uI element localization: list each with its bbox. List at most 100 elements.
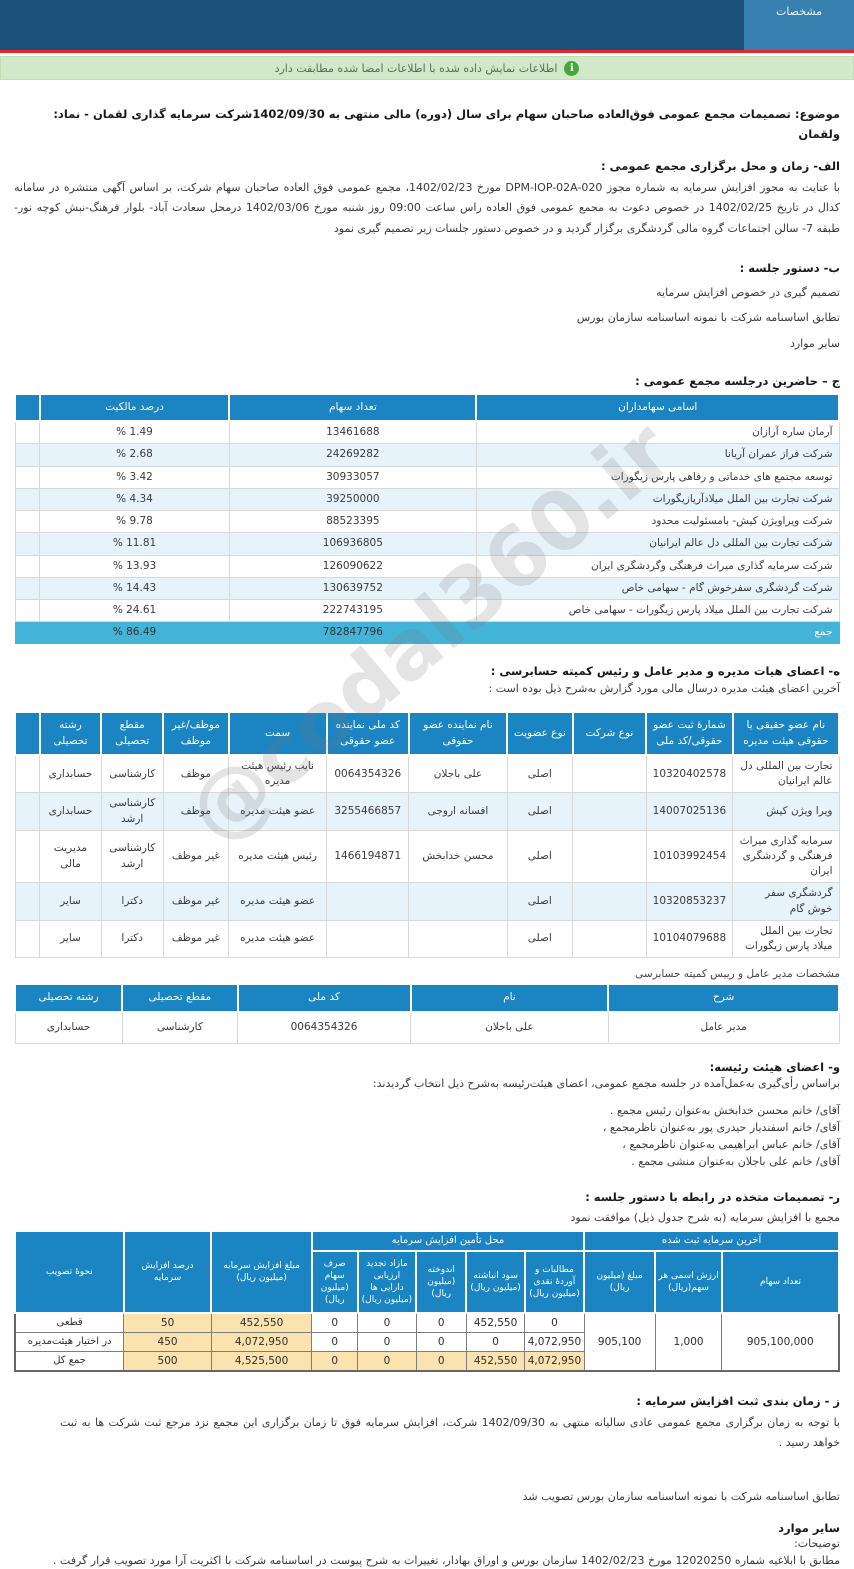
degree: کارشناسی ارشد bbox=[100, 792, 164, 831]
registration-number: 10103992454 bbox=[645, 829, 734, 884]
increase-pct: 500 bbox=[123, 1350, 212, 1372]
share-count: 39250000 bbox=[228, 487, 477, 512]
agenda-item: سایر موارد bbox=[789, 336, 840, 350]
col-membership-type: نوع عضویت bbox=[506, 711, 574, 756]
table-row: شرکت فراز عمران آریانا 24269282 % 2.68 bbox=[14, 443, 840, 467]
representative-name: علی باجلان bbox=[408, 754, 508, 794]
company-type bbox=[572, 792, 647, 831]
increase-pct: 50 bbox=[123, 1312, 212, 1333]
capital-approval-line: مجمع با افزایش سرمایه (به شرح جدول ذیل) … bbox=[570, 1211, 840, 1225]
member-name: ویرا ویژن کیش bbox=[732, 792, 840, 831]
col-share-count: تعداد سهام bbox=[228, 393, 478, 423]
section-board-heading: ه- اعضای هیات مدیره و مدیر عامل و رئیس ک… bbox=[490, 664, 840, 679]
ceo-table-caption: مشخصات مدیر عامل و رییس کمیته حسابرسی bbox=[635, 968, 840, 981]
share-count: 126090622 bbox=[228, 554, 477, 578]
total-pct: % 86.49 bbox=[39, 621, 230, 645]
ownership-pct: % 24.61 bbox=[39, 598, 230, 623]
col-par-value: ارزش اسمی هر سهم(ریال) bbox=[654, 1249, 723, 1314]
registration-number: 14007025136 bbox=[645, 792, 734, 831]
presidium-subtitle: براساس رأی‌گیری به‌عمل‌آمده در جلسه مجمع… bbox=[372, 1077, 840, 1091]
duty-status: موظف bbox=[162, 754, 230, 794]
registration-number: 10320402578 bbox=[645, 754, 734, 794]
col-shareholder-names: اسامی سهامداران bbox=[475, 393, 840, 423]
field-of-study: حسابداری bbox=[39, 792, 102, 831]
other-body: مطابق با ابلاغیه شماره 12020250 مورخ 140… bbox=[52, 1553, 840, 1567]
increase-amount: 452,550 bbox=[210, 1312, 313, 1333]
ceo-table: شرح نام کد ملی مقطع تحصیلی رشته تحصیلی م… bbox=[13, 983, 840, 1045]
presidium-member: آقای/ خانم عباس ابراهیمی به‌عنوان ناظرمج… bbox=[622, 1138, 840, 1152]
presidium-member: آقای/ خانم علی باجلان به‌عنوان منشی مجمع… bbox=[631, 1155, 840, 1169]
position: عضو هیئت مدیره bbox=[228, 882, 328, 921]
table-row: مدیر عامل علی باجلان 0064354326 کارشناسی… bbox=[14, 1011, 840, 1045]
col-share-premium: صرف سهام (میلیون ریال) bbox=[310, 1249, 359, 1314]
col-registration-number: شمارۀ ثبت عضو حقوقی/کد ملی bbox=[645, 711, 734, 756]
total-shares: 782847796 bbox=[228, 621, 477, 645]
col-field-of-study: رشته تحصیلی bbox=[38, 711, 103, 756]
share-count: 130639752 bbox=[228, 576, 477, 600]
share-count: 106936805 bbox=[228, 532, 477, 556]
representative-id: 0064354326 bbox=[326, 754, 410, 794]
spacer-cell bbox=[14, 882, 41, 921]
table-row: سرمایه گذاری میراث فرهنگی و گردشگری ایرا… bbox=[14, 829, 840, 884]
section-venue-heading: الف- زمان و محل برگزاری مجمع عمومی : bbox=[601, 159, 840, 174]
position: عضو هیئت مدیره bbox=[228, 792, 328, 831]
col-degree: مقطع تحصیلی bbox=[121, 983, 239, 1013]
total-row: جمع 782847796 % 86.49 bbox=[14, 621, 840, 645]
shareholder-name: شرکت سرمایه گذاری میراث فرهنگی وگردشگری … bbox=[475, 554, 840, 578]
timing-body: با توجه به زمان برگزاری مجمع عمومی عادی … bbox=[60, 1415, 840, 1450]
ownership-pct: % 1.49 bbox=[39, 420, 230, 445]
degree: دکترا bbox=[100, 919, 164, 959]
ceo-degree: کارشناسی bbox=[121, 1011, 239, 1045]
col-representative-id: کد ملی نماینده عضو حقوقی bbox=[325, 711, 410, 756]
field-of-study: مدیریت مالی bbox=[39, 829, 102, 884]
board-subtitle: آخرین اعضای هیئت مدیره درسال مالی مورد گ… bbox=[488, 682, 840, 696]
receivables-value: 4,072,950 bbox=[524, 1350, 585, 1372]
reserve-value: 0 bbox=[415, 1331, 467, 1352]
table-header-row: نام عضو حقیقی یا حقوقی هیئت مدیره شمارۀ … bbox=[14, 711, 841, 756]
col-retained-earnings: سود انباشته (میلیون ریال) bbox=[465, 1249, 526, 1314]
spacer-cell bbox=[14, 792, 41, 831]
registered-par-value: 1,000 bbox=[654, 1312, 723, 1372]
tab-specifications[interactable]: مشخصات bbox=[744, 0, 854, 50]
share-count: 13461688 bbox=[228, 420, 477, 445]
member-name: گردشگری سفر خوش گام bbox=[732, 882, 840, 921]
col-increase-amount: مبلغ افزایش سرمایه (میلیون ریال) bbox=[210, 1230, 313, 1314]
representative-name: محسن خدابخش bbox=[408, 829, 508, 884]
report-title: موضوع: تصمیمات مجمع عمومی فوق‌العاده صاح… bbox=[53, 107, 840, 141]
revaluation-value: 0 bbox=[357, 1350, 417, 1372]
table-header-row: اسامی سهامداران تعداد سهام درصد مالکیت bbox=[14, 393, 840, 423]
section-attendees-heading: ج – حاضرین درجلسه مجمع عمومی : bbox=[635, 374, 840, 389]
representative-name bbox=[408, 919, 508, 959]
table-header-row: شرح نام کد ملی مقطع تحصیلی رشته تحصیلی bbox=[13, 983, 840, 1013]
field-of-study: سایر bbox=[39, 919, 102, 959]
ownership-pct: % 4.34 bbox=[39, 487, 230, 512]
ownership-pct: % 14.43 bbox=[39, 576, 230, 600]
representative-id bbox=[326, 882, 410, 921]
registered-amount: 905,100 bbox=[583, 1312, 656, 1372]
membership-type: اصلی bbox=[506, 792, 574, 831]
reserve-value: 0 bbox=[415, 1350, 467, 1372]
signed-info-text: اطلاعات نمایش داده شده با اطلاعات امضا ش… bbox=[274, 61, 558, 75]
statute-approval-line: تطابق اساسنامه شرکت با نمونه اساسنامه سا… bbox=[522, 1489, 840, 1503]
share-count: 88523395 bbox=[228, 510, 477, 534]
signed-info-banner: i اطلاعات نمایش داده شده با اطلاعات امضا… bbox=[0, 56, 854, 80]
approval-method: جمع کل bbox=[14, 1350, 125, 1372]
approval-method: در اختیار هیئت‌مدیره bbox=[14, 1331, 125, 1352]
shareholder-name: شرکت تجارت بین المللی دل عالم ایرانیان bbox=[475, 532, 840, 556]
attendees-table: اسامی سهامداران تعداد سهام درصد مالکیت آ… bbox=[14, 393, 840, 645]
spacer-cell bbox=[14, 754, 41, 794]
premium-value: 0 bbox=[311, 1312, 359, 1333]
ownership-pct: % 2.68 bbox=[39, 443, 230, 467]
membership-type: اصلی bbox=[506, 882, 574, 921]
ownership-pct: % 3.42 bbox=[39, 465, 230, 489]
position: عضو هیئت مدیره bbox=[228, 919, 328, 959]
revaluation-value: 0 bbox=[357, 1312, 417, 1333]
retained-value: 0 bbox=[465, 1331, 526, 1352]
representative-name: افسانه اروجی bbox=[408, 792, 508, 831]
degree: کارشناسی ارشد bbox=[100, 829, 164, 884]
share-count: 30933057 bbox=[228, 465, 477, 489]
premium-value: 0 bbox=[311, 1331, 359, 1352]
table-row: شرکت تجارت بین الملل میلاد پارس زیگورات … bbox=[14, 598, 840, 623]
table-row: گردشگری سفر خوش گام 10320853237 اصلی عضو… bbox=[14, 882, 840, 921]
